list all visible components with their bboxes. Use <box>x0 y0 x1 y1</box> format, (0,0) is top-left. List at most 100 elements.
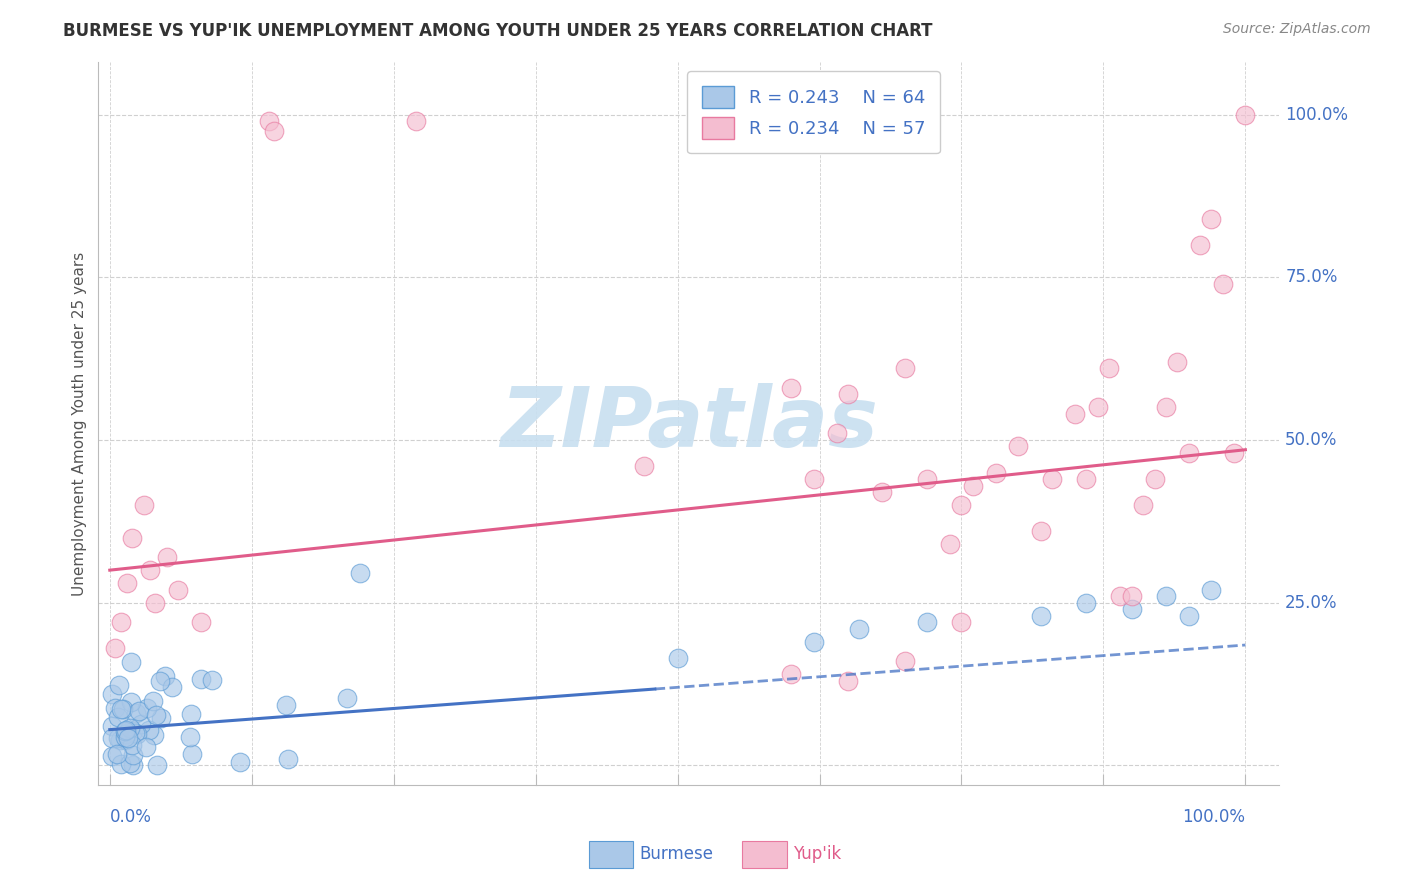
Point <box>125 727 148 741</box>
Point <box>1040 472 1063 486</box>
Point <box>121 747 143 762</box>
Point <box>1076 596 1098 610</box>
Point <box>114 731 136 745</box>
Point <box>201 673 224 687</box>
Point <box>825 426 848 441</box>
Point <box>1098 361 1121 376</box>
Point <box>1143 472 1166 486</box>
Point <box>115 732 138 747</box>
Point <box>962 478 984 492</box>
Point <box>950 615 973 630</box>
Point <box>124 726 146 740</box>
Point <box>848 622 870 636</box>
Text: 0.0%: 0.0% <box>110 808 152 826</box>
Point <box>107 731 129 745</box>
Point <box>277 752 299 766</box>
Point <box>149 674 172 689</box>
Point <box>870 485 893 500</box>
Point <box>155 669 177 683</box>
Text: 100.0%: 100.0% <box>1182 808 1246 826</box>
Point <box>1223 446 1246 460</box>
Point <box>107 710 129 724</box>
Point <box>803 634 825 648</box>
Point <box>111 702 134 716</box>
Point <box>104 700 127 714</box>
Point <box>142 728 165 742</box>
Point <box>125 706 148 720</box>
Point <box>1188 237 1211 252</box>
Point <box>180 706 202 721</box>
Point <box>142 694 165 708</box>
Point <box>179 731 201 745</box>
Point <box>190 672 212 686</box>
Point <box>837 673 859 688</box>
Point <box>349 566 371 581</box>
Point <box>121 739 143 753</box>
Point <box>129 717 152 731</box>
Point <box>101 719 124 733</box>
Bar <box>589 840 634 868</box>
Point <box>143 596 166 610</box>
Bar <box>742 840 787 868</box>
Point <box>128 705 150 719</box>
Point <box>803 472 825 486</box>
Point <box>155 550 177 565</box>
Point <box>110 756 132 771</box>
Point <box>917 472 939 486</box>
Point <box>1177 446 1199 460</box>
Point <box>114 723 136 738</box>
Point <box>105 747 128 762</box>
Point <box>229 755 252 769</box>
Point <box>122 758 145 772</box>
Point <box>1007 440 1029 454</box>
Point <box>780 381 803 395</box>
Point <box>893 654 915 668</box>
Point <box>138 723 160 737</box>
Point <box>110 702 132 716</box>
Point <box>1201 582 1223 597</box>
Point <box>1121 602 1143 616</box>
Point <box>1132 498 1154 512</box>
Point <box>180 747 202 762</box>
Point <box>122 723 145 738</box>
Point <box>136 700 159 714</box>
Point <box>1177 608 1199 623</box>
Point <box>1029 608 1052 623</box>
Point <box>1064 407 1087 421</box>
Point <box>633 458 655 473</box>
Point <box>1234 107 1257 121</box>
Text: Burmese: Burmese <box>640 846 713 863</box>
Point <box>132 498 155 512</box>
Text: 75.0%: 75.0% <box>1285 268 1337 286</box>
Point <box>276 698 298 712</box>
Point <box>101 748 124 763</box>
Point <box>167 582 190 597</box>
Point <box>114 727 136 741</box>
Point <box>117 731 139 746</box>
Point <box>1166 355 1188 369</box>
Point <box>110 615 132 630</box>
Point <box>160 680 183 694</box>
Point <box>1212 277 1234 291</box>
Text: ZIPatlas: ZIPatlas <box>501 384 877 464</box>
Text: 25.0%: 25.0% <box>1285 594 1337 612</box>
Point <box>1109 589 1132 603</box>
Point <box>1154 401 1177 415</box>
Point <box>257 114 280 128</box>
Point <box>1154 589 1177 603</box>
Point <box>190 615 212 630</box>
Point <box>1121 589 1143 603</box>
Point <box>107 678 129 692</box>
Point <box>336 690 359 705</box>
Point <box>104 641 127 656</box>
Point <box>114 723 136 737</box>
Text: Source: ZipAtlas.com: Source: ZipAtlas.com <box>1223 22 1371 37</box>
Point <box>135 739 157 754</box>
Point <box>939 537 962 551</box>
Point <box>917 615 939 630</box>
Point <box>950 498 973 512</box>
Point <box>120 695 142 709</box>
Point <box>120 756 142 770</box>
Point <box>138 563 160 577</box>
Point <box>118 725 141 739</box>
